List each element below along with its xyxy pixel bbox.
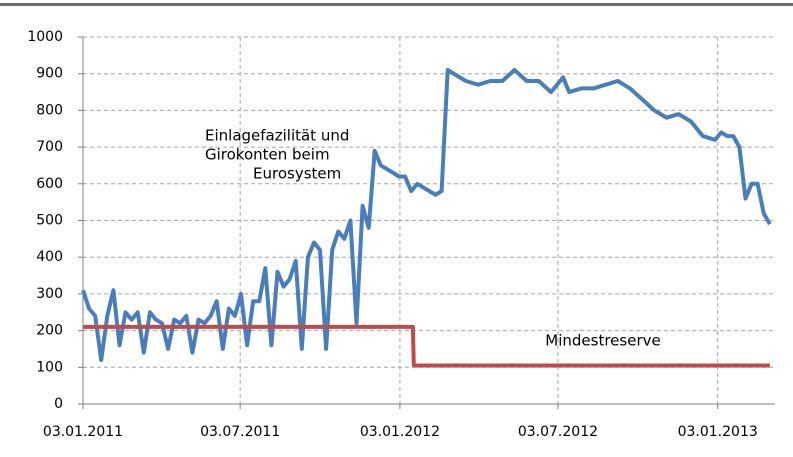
x-tick-label: 03.01.2011 — [43, 424, 123, 440]
y-tick-label: 200 — [36, 323, 63, 339]
y-tick-label: 100 — [36, 359, 63, 375]
header-rule — [0, 3, 793, 6]
annotation: Girokonten beim — [205, 146, 330, 164]
x-tick-label: 03.01.2013 — [678, 424, 758, 440]
y-tick-label: 600 — [36, 176, 63, 192]
x-tick-label: 03.07.2011 — [200, 424, 280, 440]
y-tick-label: 1000 — [27, 29, 63, 45]
x-tick-label: 03.01.2012 — [360, 424, 440, 440]
series-line — [83, 324, 770, 368]
series-line — [81, 68, 772, 362]
annotation: Einlagefazilität und — [205, 127, 349, 145]
y-tick-label: 400 — [36, 249, 63, 265]
y-tick-label: 700 — [36, 139, 63, 155]
y-tick-label: 0 — [54, 396, 63, 412]
annotation: Mindestreserve — [545, 332, 660, 350]
annotation: Eurosystem — [253, 165, 341, 183]
y-tick-label: 300 — [36, 286, 63, 302]
y-tick-label: 800 — [36, 102, 63, 118]
y-tick-label: 900 — [36, 66, 63, 82]
y-tick-label: 500 — [36, 213, 63, 229]
x-tick-label: 03.07.2012 — [518, 424, 598, 440]
